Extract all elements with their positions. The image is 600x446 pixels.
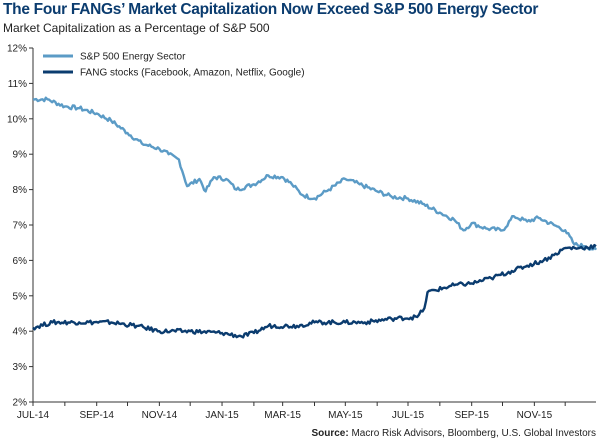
source-text: Macro Risk Advisors, Bloomberg, U.S. Glo…: [348, 428, 596, 439]
x-tick-label: SEP-15: [454, 410, 489, 421]
series-line-energy-sector: [32, 96, 598, 251]
legend-label: FANG stocks (Facebook, Amazon, Netflix, …: [80, 68, 305, 79]
source-label: Source:: [311, 428, 349, 439]
series-lines: [32, 96, 598, 339]
y-tick-label: 6%: [13, 256, 28, 267]
chart-subtitle: Market Capitalization as a Percentage of…: [3, 21, 270, 35]
source-note: Source: Macro Risk Advisors, Bloomberg, …: [311, 428, 596, 439]
y-tick-label: 4%: [13, 327, 28, 338]
x-tick-label: MAY-15: [328, 410, 363, 421]
chart-title: The Four FANGs’ Market Capitalization No…: [3, 1, 539, 18]
y-tick-label: 10%: [7, 114, 27, 125]
y-tick-label: 3%: [13, 362, 28, 373]
y-tick-label: 12%: [7, 44, 27, 55]
x-tick-label: NOV-14: [142, 410, 178, 421]
y-tick-label: 11%: [8, 79, 27, 90]
x-tick-label: MAR-15: [264, 410, 301, 421]
x-tick-label: JUL-14: [17, 410, 50, 421]
series-line-fang-stocks: [32, 243, 597, 339]
legend: S&P 500 Energy Sector FANG stocks (Facebo…: [43, 52, 305, 79]
legend-label: S&P 500 Energy Sector: [80, 52, 186, 63]
x-tick-label: NOV-15: [517, 410, 553, 421]
x-tick-label: JUL-15: [392, 410, 425, 421]
x-tick-label: JAN-15: [205, 410, 239, 421]
axes: [32, 48, 596, 403]
x-tick-label: SEP-14: [79, 410, 114, 421]
x-axis-ticks: JUL-14 SEP-14 NOV-14 JAN-15 MAR-15 MAY-15 JUL-…: [17, 402, 566, 421]
y-axis-ticks: 2% 3% 4% 5% 6% 7% 8% 9% 10% 11% 12%: [7, 44, 33, 409]
y-tick-label: 9%: [13, 150, 28, 161]
y-tick-label: 7%: [13, 221, 28, 232]
y-tick-label: 5%: [13, 291, 28, 302]
y-tick-label: 8%: [13, 185, 28, 196]
y-tick-label: 2%: [13, 398, 28, 409]
